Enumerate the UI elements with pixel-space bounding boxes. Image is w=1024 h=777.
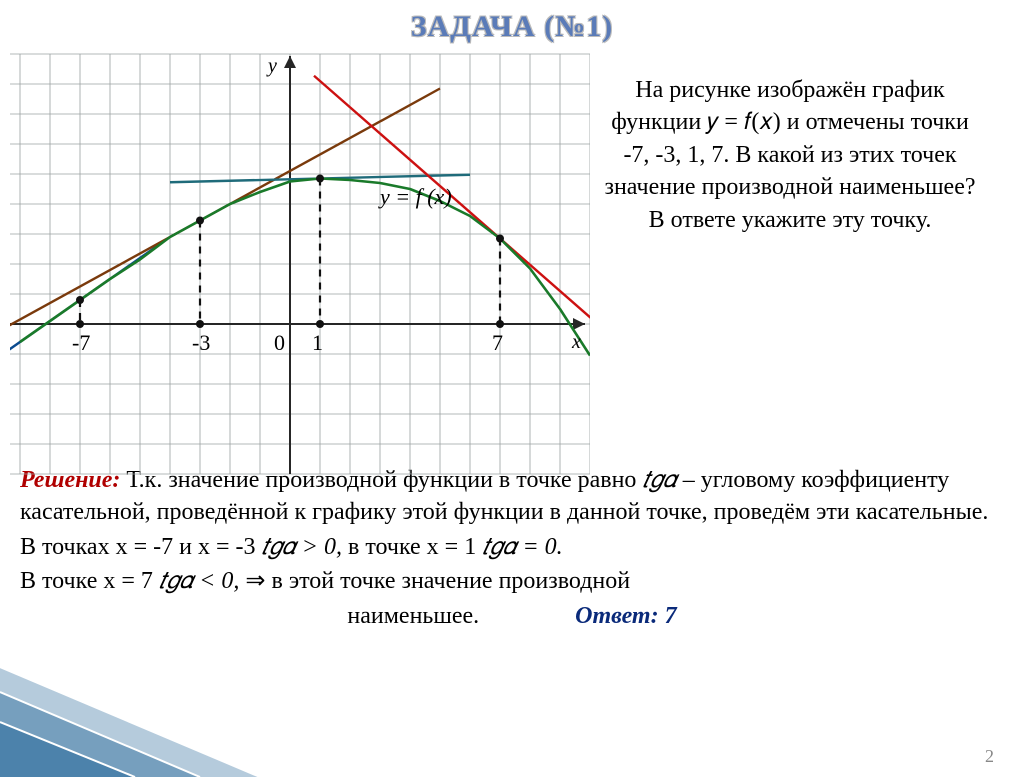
solution-p3a: В точке x = 7	[20, 568, 159, 594]
svg-text:0: 0	[274, 330, 285, 355]
answer-value: 7	[665, 603, 677, 629]
svg-text:7: 7	[492, 330, 503, 355]
svg-text:y: y	[266, 55, 277, 77]
problem-line1: На рисунке изображён график функции 𝑦 = …	[611, 77, 969, 135]
solution-p2b: в точке x = 1	[348, 534, 482, 560]
slide-title: ЗАДАЧА (№1)	[0, 10, 1024, 44]
problem-line2: -7, -3, 1, 7. В какой из этих точек знач…	[604, 142, 975, 233]
page-number: 2	[985, 746, 994, 767]
solution-p3tg: 𝑡𝑔𝛼 < 0,	[159, 568, 240, 594]
chart-area: -7 -3 0 1 7 x y y = f (x)	[10, 44, 590, 494]
problem-text: На рисунке изображён график функции 𝑦 = …	[590, 74, 990, 236]
svg-text:1: 1	[312, 330, 323, 355]
chart-svg: -7 -3 0 1 7 x y y = f (x)	[10, 44, 590, 494]
answer-label: Ответ:	[575, 603, 664, 629]
svg-text:y = f (x): y = f (x)	[378, 184, 452, 209]
solution-p2tg2: 𝑡𝑔𝛼 = 0.	[482, 534, 563, 560]
corner-accent	[0, 667, 260, 777]
solution-p2tg: 𝑡𝑔𝛼 > 0,	[261, 534, 342, 560]
solution-p2a: В точках x = -7 и x = -3	[20, 534, 261, 560]
solution-p3b: ⇒ в этой точке значение производной	[245, 568, 630, 594]
solution-p3c: наименьшее.	[347, 603, 479, 629]
svg-text:-3: -3	[192, 330, 210, 355]
solution-p1tg: 𝑡𝑔𝛼	[642, 467, 676, 493]
svg-text:x: x	[571, 331, 581, 353]
svg-text:-7: -7	[72, 330, 90, 355]
